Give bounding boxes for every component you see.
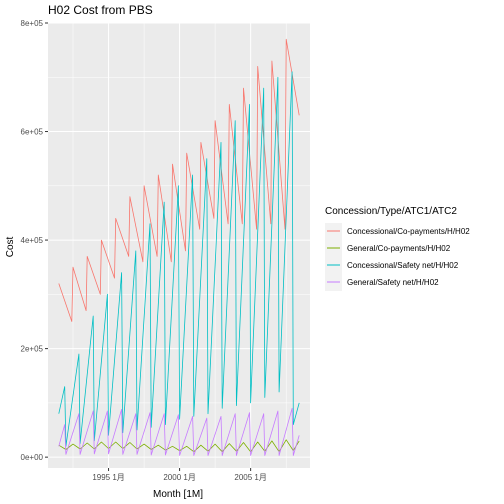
series-line-4: [58, 407, 300, 456]
x-tick-label: 1995 1月: [92, 473, 124, 482]
y-tick-label: 4e+05: [21, 236, 44, 245]
y-tick-label: 0e+00: [21, 453, 44, 462]
legend-item: Concessional/Safety net/H/H02: [325, 257, 459, 274]
legend-title: Concession/Type/ATC1/ATC2: [325, 206, 457, 217]
x-tick-label: 2000 1月: [163, 473, 195, 482]
x-tick-label: 2005 1月: [234, 473, 266, 482]
chart-title: H02 Cost from PBS: [48, 3, 153, 17]
legend-label: General/Safety net/H/H02: [347, 278, 439, 287]
y-tick-label: 8e+05: [21, 19, 44, 28]
y-tick-label: 6e+05: [21, 128, 44, 137]
legend-item: General/Safety net/H/H02: [325, 274, 439, 291]
axes: 0e+00 2e+05 4e+05 6e+05 8e+05 1995 1月 2000 1月 2…: [21, 19, 267, 482]
series-lines: [58, 38, 300, 456]
legend-item: Concessional/Co-payments/H/H02: [325, 223, 470, 240]
legend-label: Concessional/Co-payments/H/H02: [347, 227, 470, 236]
legend-item: General/Co-payments/H/H02: [325, 240, 451, 257]
y-tick-label: 2e+05: [21, 345, 44, 354]
legend: Concession/Type/ATC1/ATC2 Concessional/C…: [325, 206, 470, 291]
x-axis-title: Month [1M]: [153, 489, 203, 500]
legend-label: Concessional/Safety net/H/H02: [347, 261, 459, 270]
legend-label: General/Co-payments/H/H02: [347, 244, 451, 253]
y-axis-title: Cost: [5, 236, 16, 257]
series-line-1: [58, 38, 300, 322]
series-line-3: [58, 71, 300, 447]
